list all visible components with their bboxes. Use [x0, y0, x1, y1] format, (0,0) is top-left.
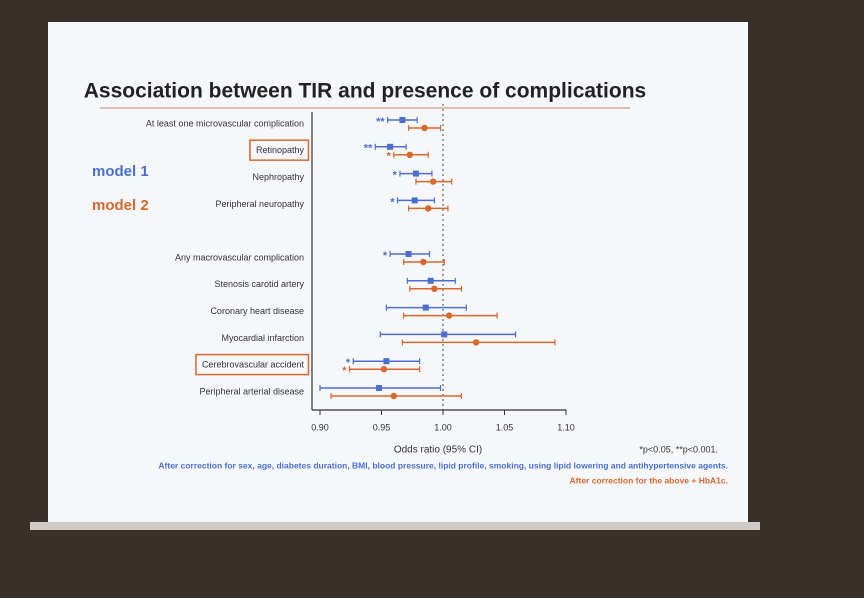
category-label: At least one microvascular complication	[146, 118, 304, 128]
point	[406, 151, 413, 158]
category-label: Nephropathy	[252, 172, 304, 182]
point	[405, 251, 412, 257]
point	[383, 358, 390, 365]
chart-title: Association between TIR and presence of …	[84, 80, 646, 103]
x-tick-label: 1.05	[496, 422, 514, 432]
significance-mark: *	[342, 365, 347, 377]
legend-label: model 1	[92, 163, 149, 180]
category-label: Stenosis carotid artery	[214, 279, 304, 289]
point	[387, 143, 394, 150]
significance-mark: **	[376, 116, 385, 128]
point	[380, 366, 388, 373]
x-tick-label: 1.10	[557, 422, 575, 432]
slide	[48, 22, 748, 522]
x-tick-label: 0.95	[373, 422, 391, 432]
significance-mark: **	[364, 143, 373, 155]
highlight-box	[249, 139, 310, 161]
category-label: Peripheral arterial disease	[199, 386, 304, 396]
significance-mark: *	[393, 170, 398, 182]
category-label: Retinopathy	[256, 145, 305, 155]
legend-label: model 2	[92, 197, 149, 214]
screen-edge	[30, 522, 760, 530]
point	[429, 178, 437, 185]
point	[445, 312, 453, 319]
significance-mark: *	[346, 357, 351, 369]
point	[431, 285, 438, 292]
category-label: Peripheral neuropathy	[215, 199, 304, 209]
series-note: After correction for sex, age, diabetes …	[158, 460, 728, 470]
category-label: Any macrovascular complication	[175, 252, 304, 262]
significance-mark: *	[390, 196, 395, 208]
category-label: Coronary heart disease	[210, 306, 304, 316]
point	[441, 331, 448, 338]
point	[420, 258, 427, 266]
point	[425, 205, 432, 212]
point	[422, 304, 429, 311]
significance-mark: *	[387, 151, 392, 163]
footnote: *p<0.05, **p<0.001.	[639, 444, 718, 454]
x-axis-label: Odds ratio (95% CI)	[394, 445, 482, 456]
series-note: After correction for the above + HbA1c.	[570, 475, 728, 485]
point	[411, 197, 418, 204]
x-tick-label: 0.90	[311, 422, 329, 432]
point	[399, 117, 406, 123]
significance-mark: *	[383, 250, 388, 262]
x-tick-label: 1.00	[434, 422, 452, 432]
point	[473, 339, 480, 346]
point	[412, 170, 419, 177]
point	[427, 277, 434, 284]
category-label: Cerebrovascular accident	[202, 360, 305, 370]
point	[421, 124, 428, 132]
category-label: Myocardial infarction	[221, 333, 304, 343]
point	[376, 385, 383, 391]
highlight-box	[195, 353, 310, 376]
point	[390, 392, 397, 400]
